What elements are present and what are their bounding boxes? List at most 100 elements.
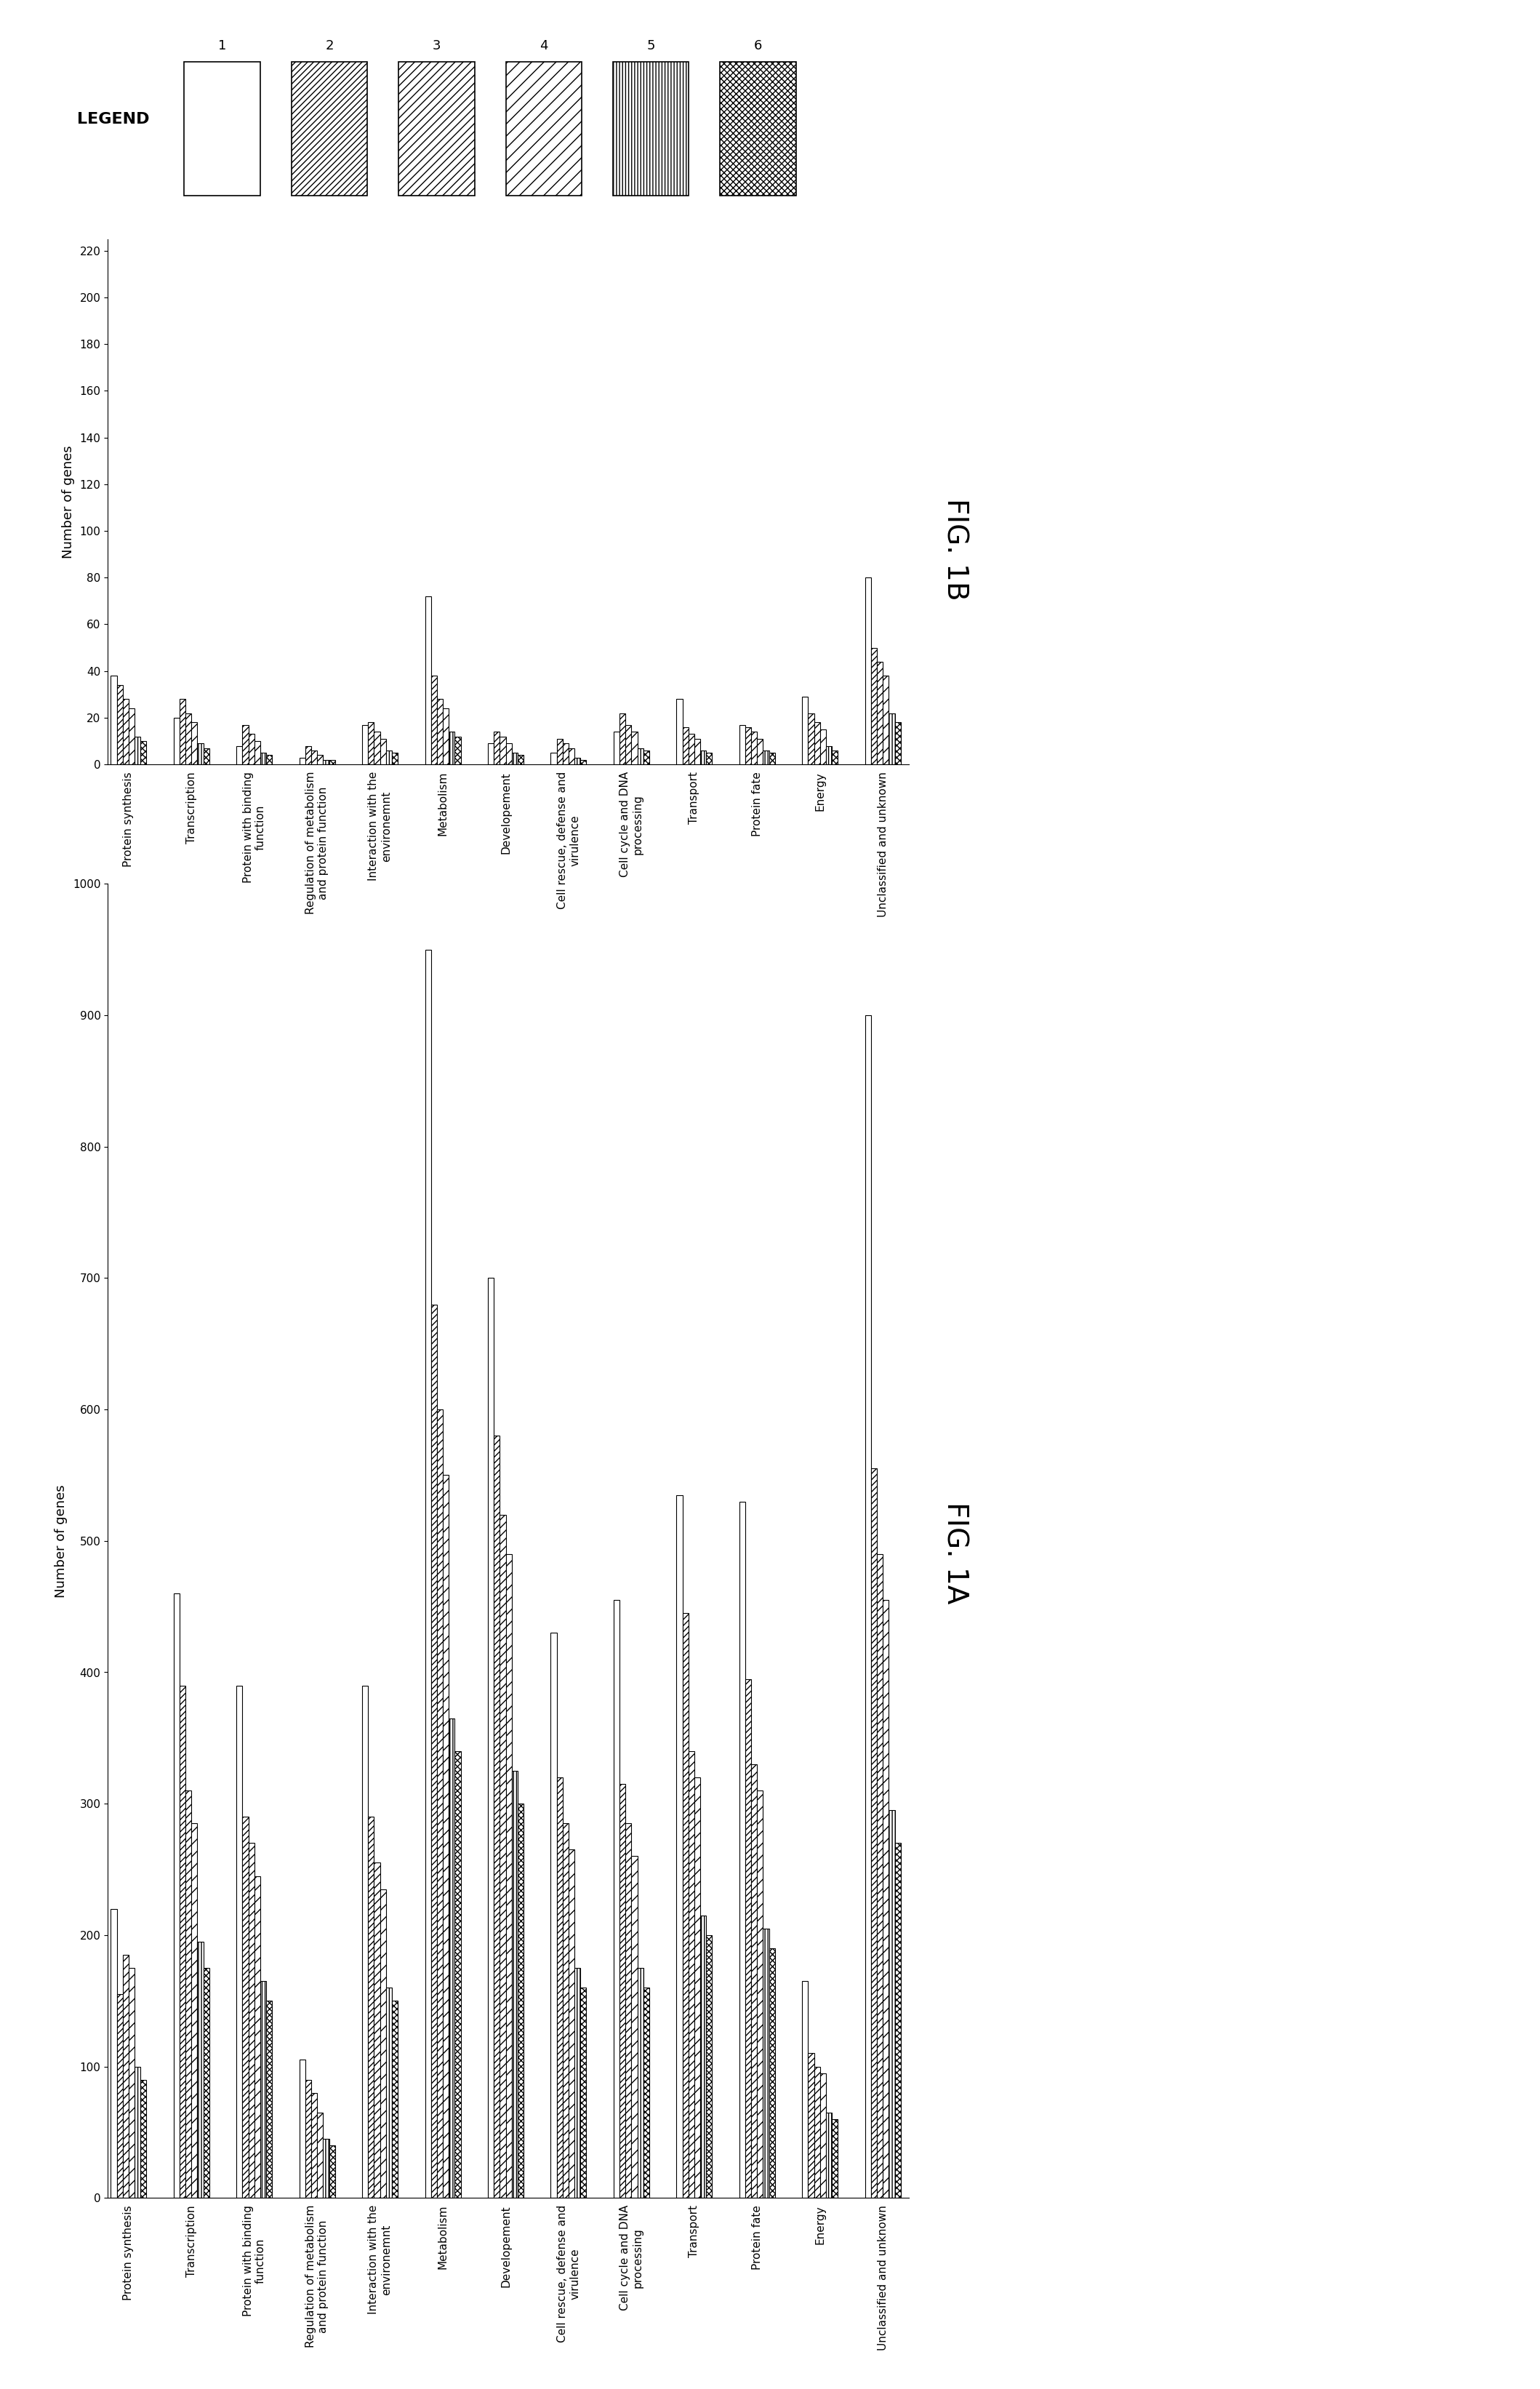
Bar: [242, 1816, 248, 2198]
Bar: [739, 724, 745, 764]
Bar: [311, 2093, 317, 2198]
Text: FIG. 1A: FIG. 1A: [941, 1503, 969, 1603]
Bar: [889, 712, 895, 764]
Bar: [448, 1718, 454, 2198]
Bar: [180, 1687, 185, 2198]
Bar: [551, 1634, 556, 2198]
Bar: [237, 745, 242, 764]
Bar: [128, 1969, 134, 2198]
Bar: [123, 1954, 128, 2198]
Bar: [889, 1811, 895, 2198]
Bar: [362, 1687, 368, 2198]
Text: LEGEND: LEGEND: [77, 112, 149, 127]
Bar: [701, 750, 707, 764]
Bar: [266, 755, 273, 764]
Bar: [613, 62, 688, 196]
Bar: [631, 1856, 638, 2198]
Bar: [581, 760, 587, 764]
Bar: [707, 753, 711, 764]
Bar: [872, 1469, 876, 2198]
Bar: [248, 733, 254, 764]
Bar: [745, 726, 752, 764]
Text: 2: 2: [325, 41, 334, 53]
Bar: [758, 738, 764, 764]
Bar: [500, 736, 505, 764]
Bar: [368, 721, 374, 764]
Bar: [551, 753, 556, 764]
Bar: [808, 2052, 815, 2198]
Bar: [254, 1875, 260, 2198]
Bar: [882, 1601, 889, 2198]
Bar: [425, 597, 431, 764]
Bar: [362, 724, 368, 764]
Bar: [242, 724, 248, 764]
Bar: [815, 721, 819, 764]
Bar: [399, 62, 474, 196]
Bar: [191, 721, 197, 764]
Bar: [311, 750, 317, 764]
Bar: [444, 710, 448, 764]
Bar: [140, 2078, 146, 2198]
Bar: [134, 736, 140, 764]
Bar: [260, 1980, 266, 2198]
Bar: [872, 647, 876, 764]
Bar: [299, 757, 305, 764]
Bar: [330, 760, 336, 764]
Bar: [203, 748, 209, 764]
Bar: [391, 753, 397, 764]
Bar: [695, 1777, 701, 2198]
Bar: [197, 743, 203, 764]
Bar: [562, 743, 568, 764]
Bar: [291, 62, 367, 196]
Bar: [203, 1969, 209, 2198]
Bar: [815, 2066, 819, 2198]
Bar: [237, 1687, 242, 2198]
Bar: [134, 2066, 140, 2198]
Bar: [140, 741, 146, 764]
Bar: [454, 1751, 460, 2198]
Bar: [865, 578, 872, 764]
Bar: [688, 1751, 695, 2198]
Bar: [739, 1500, 745, 2198]
Bar: [638, 748, 644, 764]
Bar: [676, 700, 682, 764]
Bar: [764, 750, 768, 764]
Bar: [494, 731, 500, 764]
Bar: [111, 1909, 117, 2198]
Bar: [387, 750, 391, 764]
Bar: [323, 2138, 330, 2198]
Bar: [688, 733, 695, 764]
Bar: [117, 686, 123, 764]
Bar: [625, 724, 631, 764]
Bar: [317, 755, 323, 764]
Bar: [505, 743, 511, 764]
Bar: [391, 2002, 397, 2198]
Bar: [323, 760, 330, 764]
Bar: [556, 738, 562, 764]
Bar: [185, 62, 260, 196]
Bar: [517, 1804, 524, 2198]
Bar: [128, 710, 134, 764]
Bar: [832, 750, 838, 764]
Bar: [895, 1844, 901, 2198]
Bar: [299, 2059, 305, 2198]
Bar: [380, 1890, 387, 2198]
Bar: [682, 726, 688, 764]
Bar: [511, 1770, 517, 2198]
Bar: [197, 1942, 203, 2198]
Bar: [832, 2119, 838, 2198]
Bar: [387, 1988, 391, 2198]
Text: 1: 1: [219, 41, 226, 53]
Text: 3: 3: [433, 41, 440, 53]
Bar: [117, 1995, 123, 2198]
Bar: [305, 2078, 311, 2198]
Bar: [613, 1601, 619, 2198]
Bar: [638, 1969, 644, 2198]
Bar: [619, 1785, 625, 2198]
Bar: [613, 731, 619, 764]
Bar: [802, 1980, 808, 2198]
Bar: [676, 1496, 682, 2198]
Bar: [556, 1777, 562, 2198]
Bar: [368, 1816, 374, 2198]
Bar: [448, 731, 454, 764]
